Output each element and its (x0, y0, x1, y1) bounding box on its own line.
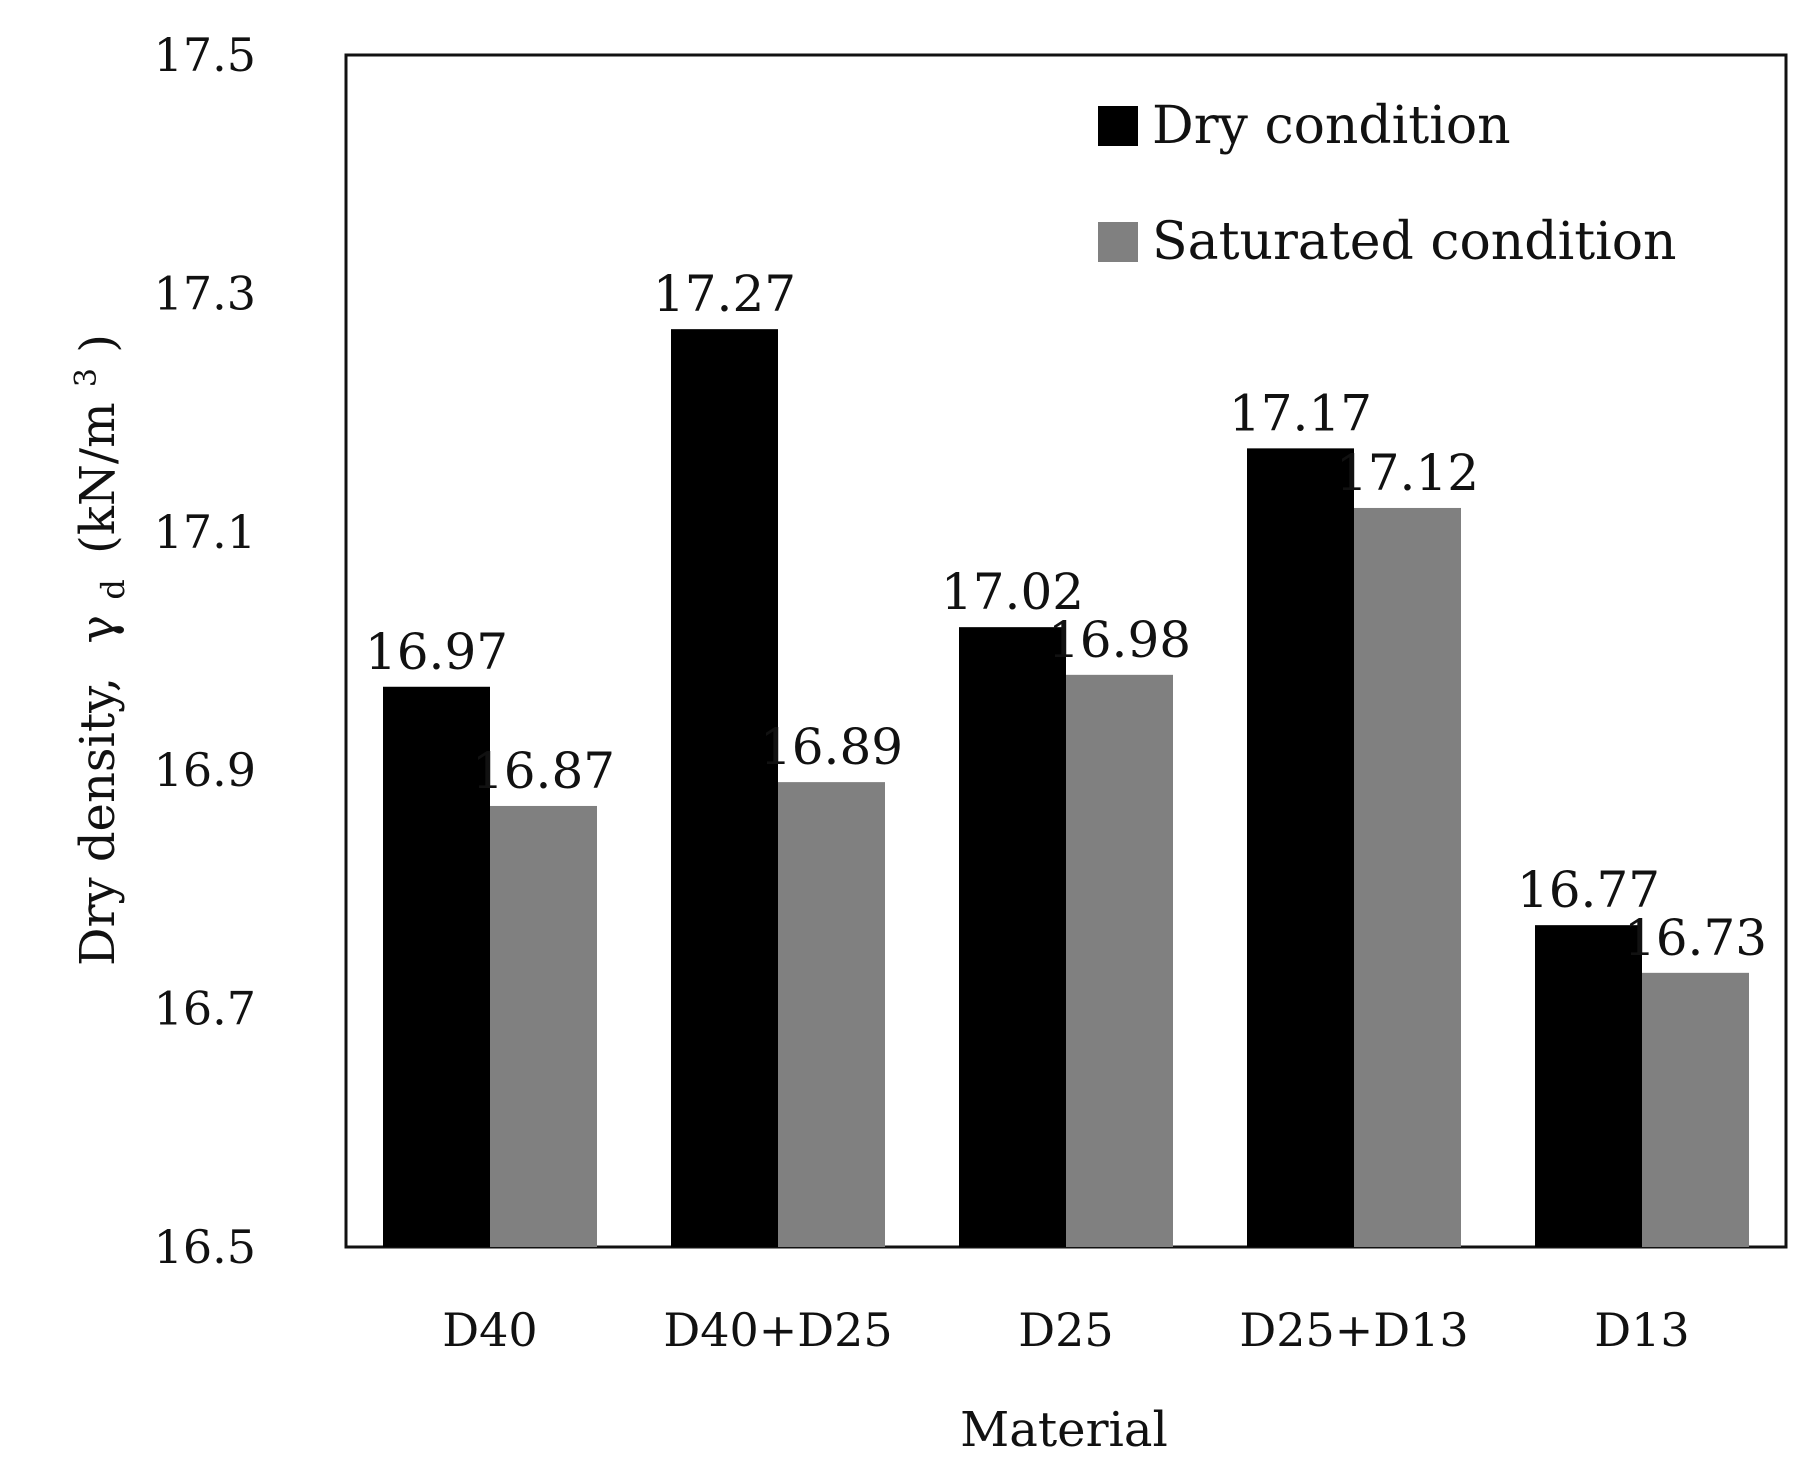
bar-dry-d25 (959, 627, 1066, 1247)
y-axis-title: Dry density, γ d (kN/m 3 ) (52, 334, 136, 966)
value-label: 17.17 (1229, 384, 1372, 442)
bar-saturated-d40 (490, 805, 597, 1247)
y-axis-title-symbol: γ (70, 615, 126, 644)
y-axis-title-unit-close: ) (70, 334, 126, 353)
y-axis-title-unit: (kN/m (70, 402, 126, 554)
bar-saturated-d25 (1066, 674, 1173, 1247)
legend-swatch-saturated (1098, 222, 1138, 262)
legend-label-saturated: Saturated condition (1152, 212, 1677, 272)
y-tick-label: 17.5 (154, 28, 256, 82)
legend-label-dry: Dry condition (1152, 96, 1511, 156)
value-label: 16.87 (472, 742, 615, 800)
value-label: 16.97 (365, 623, 508, 681)
y-tick-labels: 16.5 16.7 16.9 17.1 17.3 17.5 (154, 28, 256, 1274)
x-axis-title: Material (960, 1402, 1168, 1458)
bar-dry-d13 (1535, 925, 1642, 1247)
y-axis-title-main: Dry density, (70, 677, 126, 966)
value-label: 16.98 (1048, 611, 1191, 669)
value-label: 16.89 (760, 718, 903, 776)
bar-dry-d40 (383, 686, 490, 1247)
value-label: 17.12 (1336, 444, 1479, 502)
x-tick-labels: D40 D40+D25 D25 D25+D13 D13 (442, 1303, 1689, 1357)
bar-saturated-d25-d13 (1354, 507, 1461, 1248)
value-label: 17.02 (941, 563, 1084, 621)
x-tick-label: D25+D13 (1239, 1303, 1468, 1357)
x-tick-label: D40+D25 (663, 1303, 892, 1357)
legend-swatch-dry (1098, 106, 1138, 146)
y-tick-label: 16.9 (154, 743, 256, 797)
bars-group (383, 329, 1749, 1248)
y-tick-label: 16.5 (154, 1220, 256, 1274)
value-label: 17.27 (653, 265, 796, 323)
y-tick-label: 17.1 (154, 505, 256, 559)
y-tick-label: 17.3 (154, 266, 256, 320)
value-label: 16.73 (1624, 909, 1767, 967)
y-tick-label: 16.7 (154, 982, 256, 1036)
bar-saturated-d40-d25 (778, 782, 885, 1247)
x-tick-label: D13 (1594, 1303, 1689, 1357)
legend: Dry condition Saturated condition (1098, 96, 1677, 272)
bar-dry-d25-d13 (1247, 448, 1354, 1247)
y-axis-title-unit-sup: 3 (69, 368, 104, 387)
bar-dry-d40-d25 (671, 329, 778, 1247)
y-axis-title-subscript: d (94, 579, 132, 599)
x-tick-label: D40 (442, 1303, 537, 1357)
value-label: 16.77 (1517, 861, 1660, 919)
bar-saturated-d13 (1642, 972, 1749, 1247)
x-tick-label: D25 (1018, 1303, 1113, 1357)
